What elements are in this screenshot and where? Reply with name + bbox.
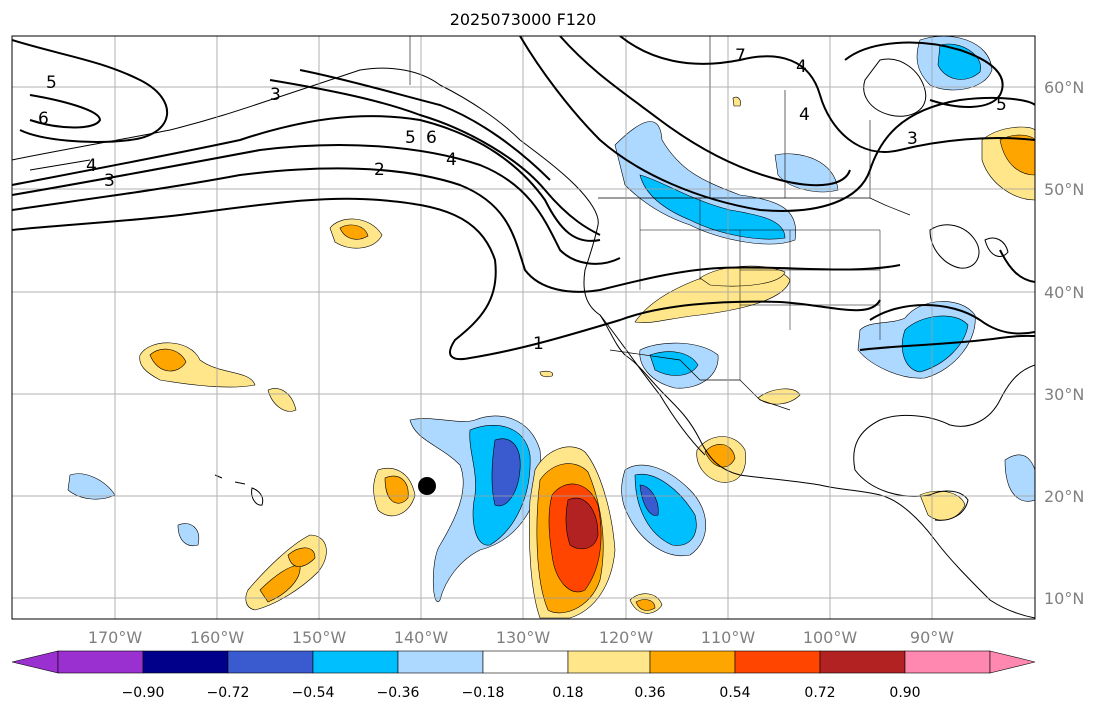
contour-label: 3 <box>104 171 115 191</box>
lon-label: 170°W <box>88 628 143 647</box>
colorbar-segment <box>227 650 314 674</box>
colorbar-segment <box>397 650 484 674</box>
lon-label: 160°W <box>190 628 245 647</box>
contour-label: 7 <box>735 46 746 66</box>
lat-label: 50°N <box>1044 180 1084 199</box>
storm-position-marker <box>418 477 436 495</box>
lon-label: 100°W <box>803 628 858 647</box>
colorbar-segment <box>312 650 399 674</box>
contour-label: 4 <box>86 156 97 176</box>
colorbar-tick: −0.36 <box>377 685 420 701</box>
colorbar-tick: −0.72 <box>207 685 250 701</box>
colorbar-segment <box>567 650 651 674</box>
graticule <box>12 36 1035 619</box>
colorbar-segment <box>904 650 991 674</box>
map-title: 2025073000 F120 <box>449 10 597 29</box>
contour-label: 3 <box>907 129 918 149</box>
contour-label: 5 <box>405 128 416 148</box>
colorbar-extend-high <box>989 650 1036 674</box>
lon-label: 130°W <box>496 628 551 647</box>
contour-label-group: 5 6 4 3 5 6 4 2 3 1 7 4 3 5 4 <box>38 46 1007 354</box>
anomaly-shading <box>67 36 1035 619</box>
colorbar-segment <box>819 650 906 674</box>
colorbar-tick: −0.18 <box>462 685 505 701</box>
colorbar-extend-low <box>11 650 59 674</box>
contour-label: 4 <box>799 105 810 125</box>
map-frame <box>11 35 1036 620</box>
lat-label: 30°N <box>1044 385 1084 404</box>
colorbar-segment <box>57 650 144 674</box>
lon-label: 140°W <box>394 628 449 647</box>
contour-label: 5 <box>996 95 1007 115</box>
colorbar-tick: −0.54 <box>292 685 335 701</box>
colorbar-tick: 0.54 <box>719 685 750 701</box>
contour-label: 6 <box>38 109 49 129</box>
lon-label: 110°W <box>701 628 756 647</box>
contour-label: 2 <box>374 160 385 180</box>
contour-label: 4 <box>796 57 807 77</box>
colorbar-segment <box>482 650 569 674</box>
contour-label: 1 <box>533 334 544 354</box>
lat-label: 60°N <box>1044 78 1084 97</box>
lon-label: 150°W <box>292 628 347 647</box>
latitude-labels: 60°N 50°N 40°N 30°N 20°N 10°N <box>1044 78 1084 608</box>
colorbar-tick: 0.72 <box>804 685 835 701</box>
colorbar <box>11 650 1036 674</box>
lat-label: 10°N <box>1044 589 1084 608</box>
lat-label: 20°N <box>1044 487 1084 506</box>
lon-label: 120°W <box>599 628 654 647</box>
longitude-labels: 170°W 160°W 150°W 140°W 130°W 120°W 110°… <box>88 628 954 647</box>
colorbar-segment <box>734 650 821 674</box>
contour-label: 6 <box>426 128 437 148</box>
contour-label: 5 <box>46 73 57 93</box>
colorbar-ticks: −0.90 −0.72 −0.54 −0.36 −0.18 0.18 0.36 … <box>122 685 921 701</box>
contour-label: 3 <box>270 85 281 105</box>
contour-label: 4 <box>446 150 457 170</box>
colorbar-segment <box>649 650 736 674</box>
colorbar-segment <box>142 650 229 674</box>
colorbar-tick: 0.36 <box>634 685 665 701</box>
lat-label: 40°N <box>1044 283 1084 302</box>
colorbar-tick: 0.18 <box>552 685 583 701</box>
lon-label: 90°W <box>910 628 954 647</box>
colorbar-tick: −0.90 <box>122 685 165 701</box>
contour-lines <box>12 36 1035 360</box>
colorbar-tick: 0.90 <box>889 685 920 701</box>
